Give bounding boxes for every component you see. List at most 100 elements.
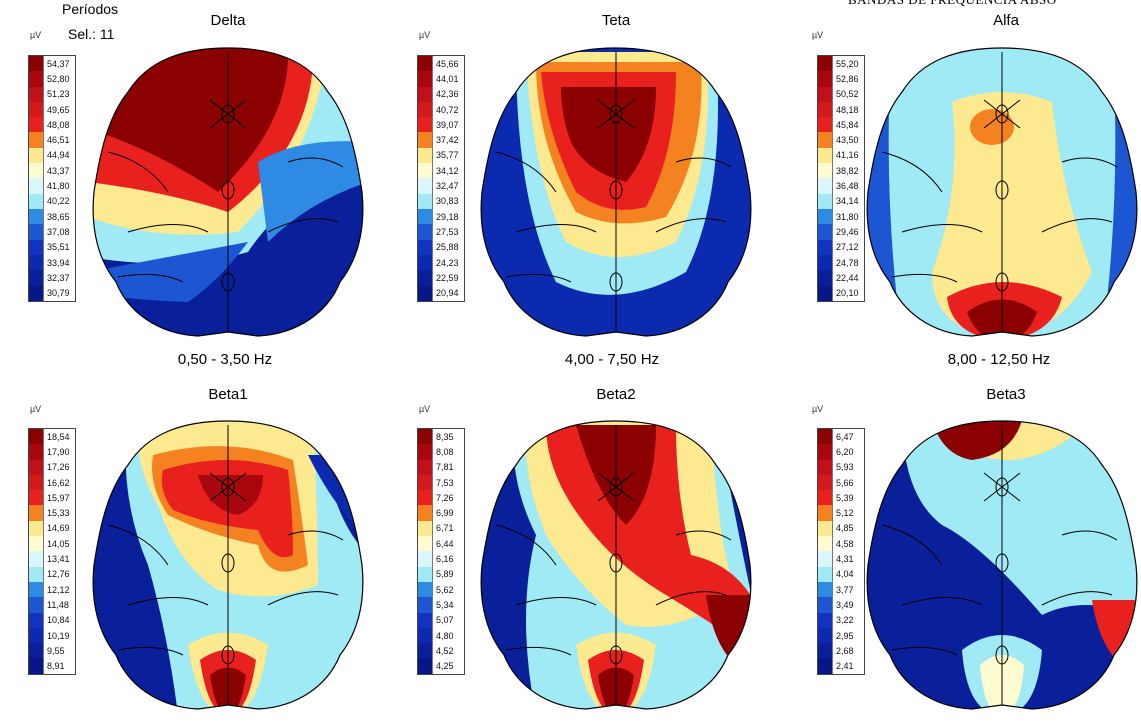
brain-map-beta3 — [866, 420, 1138, 710]
scale-value: 12,76 — [47, 569, 70, 580]
scale-swatch — [818, 285, 833, 301]
scale-swatch — [818, 627, 833, 644]
scale-value: 4,85 — [836, 523, 854, 534]
band-title-beta2: Beta2 — [596, 386, 636, 403]
scale-row: 6,99 — [418, 505, 464, 521]
brain-map-beta1 — [92, 420, 364, 710]
scale-value: 38,82 — [836, 165, 859, 176]
scale-value: 9,55 — [47, 645, 65, 656]
scale-swatch — [418, 551, 433, 567]
scale-swatch — [818, 459, 833, 475]
scale-swatch — [418, 566, 433, 582]
scale-value: 44,94 — [47, 150, 70, 161]
scale-swatch — [418, 193, 433, 209]
scale-swatch — [418, 163, 433, 179]
scale-value: 10,19 — [47, 630, 70, 641]
scale-value: 6,16 — [436, 554, 454, 565]
scale-swatch — [29, 86, 44, 102]
scale-value: 12,12 — [47, 584, 70, 595]
brain-map-delta — [92, 47, 364, 337]
scale-row: 6,71 — [418, 520, 464, 537]
scale-row: 41,16 — [818, 147, 864, 164]
scale-row: 2,68 — [818, 643, 864, 659]
scale-row: 27,53 — [418, 224, 464, 240]
scale-row: 51,23 — [29, 86, 75, 102]
scale-swatch — [818, 56, 833, 72]
scale-value: 17,26 — [47, 462, 70, 473]
scale-row: 33,94 — [29, 254, 75, 271]
scale-row: 38,82 — [818, 163, 864, 179]
scale-swatch — [818, 270, 833, 286]
scale-value: 25,88 — [436, 242, 459, 253]
scale-row: 43,50 — [818, 132, 864, 148]
color-scale-beta2: 8,35 8,08 7,81 7,53 7,26 6,99 6,71 6,44 6,16 5,89… — [417, 428, 465, 675]
scale-row: 8,08 — [418, 444, 464, 460]
scale-swatch — [818, 474, 833, 491]
scale-row: 6,20 — [818, 444, 864, 460]
scale-value: 16,62 — [47, 477, 70, 488]
scale-row: 2,41 — [818, 658, 864, 674]
scale-value: 5,89 — [436, 569, 454, 580]
scale-value: 55,20 — [836, 58, 859, 69]
scale-value: 13,41 — [47, 554, 70, 565]
scale-value: 6,44 — [436, 538, 454, 549]
brain-map-teta — [480, 47, 752, 337]
scale-row: 3,22 — [818, 612, 864, 628]
scale-swatch — [418, 101, 433, 118]
scale-swatch — [818, 581, 833, 598]
scale-swatch — [29, 101, 44, 118]
scale-value: 2,68 — [836, 645, 854, 656]
scale-swatch — [818, 163, 833, 179]
scale-swatch — [418, 117, 433, 133]
unit-label: µV — [419, 404, 431, 414]
scale-swatch — [818, 520, 833, 537]
scale-value: 34,12 — [436, 165, 459, 176]
scale-row: 10,19 — [29, 627, 75, 644]
scale-swatch — [29, 224, 44, 240]
scale-value: 17,90 — [47, 446, 70, 457]
scale-swatch — [418, 71, 433, 87]
scale-value: 35,51 — [47, 242, 70, 253]
scale-swatch — [29, 627, 44, 644]
scale-row: 41,80 — [29, 178, 75, 194]
scale-swatch — [818, 597, 833, 613]
scale-swatch — [418, 56, 433, 72]
scale-row: 40,22 — [29, 193, 75, 209]
scale-swatch — [418, 505, 433, 521]
scale-swatch — [818, 643, 833, 659]
scale-value: 10,84 — [47, 615, 70, 626]
scale-swatch — [418, 597, 433, 613]
scale-row: 35,51 — [29, 239, 75, 255]
scale-row: 42,36 — [418, 86, 464, 102]
scale-value: 22,59 — [436, 272, 459, 283]
scale-value: 32,37 — [47, 272, 70, 283]
scale-row: 37,08 — [29, 224, 75, 240]
unit-label: µV — [419, 30, 431, 40]
scale-row: 29,46 — [818, 224, 864, 240]
scale-swatch — [29, 597, 44, 613]
frequency-label-teta: 4,00 - 7,50 Hz — [564, 351, 660, 368]
scale-swatch — [418, 178, 433, 194]
scale-swatch — [818, 132, 833, 148]
scale-value: 46,51 — [47, 135, 70, 146]
scale-value: 50,52 — [836, 89, 859, 100]
scale-value: 48,18 — [836, 104, 859, 115]
scale-value: 14,69 — [47, 523, 70, 534]
scale-value: 6,20 — [836, 446, 854, 457]
scale-row: 5,34 — [418, 597, 464, 613]
scale-row: 45,84 — [818, 117, 864, 133]
scale-value: 4,58 — [836, 538, 854, 549]
scale-value: 41,80 — [47, 181, 70, 192]
scale-swatch — [29, 612, 44, 628]
scale-value: 24,23 — [436, 257, 459, 268]
scale-row: 44,94 — [29, 147, 75, 164]
scale-row: 24,78 — [818, 254, 864, 271]
scale-value: 4,25 — [436, 661, 454, 672]
scale-value: 4,80 — [436, 630, 454, 641]
scale-value: 34,14 — [836, 196, 859, 207]
band-title-teta: Teta — [601, 12, 631, 29]
scale-swatch — [29, 658, 44, 674]
scale-value: 41,16 — [836, 150, 859, 161]
scale-value: 5,39 — [836, 492, 854, 503]
scale-row: 3,49 — [818, 597, 864, 613]
